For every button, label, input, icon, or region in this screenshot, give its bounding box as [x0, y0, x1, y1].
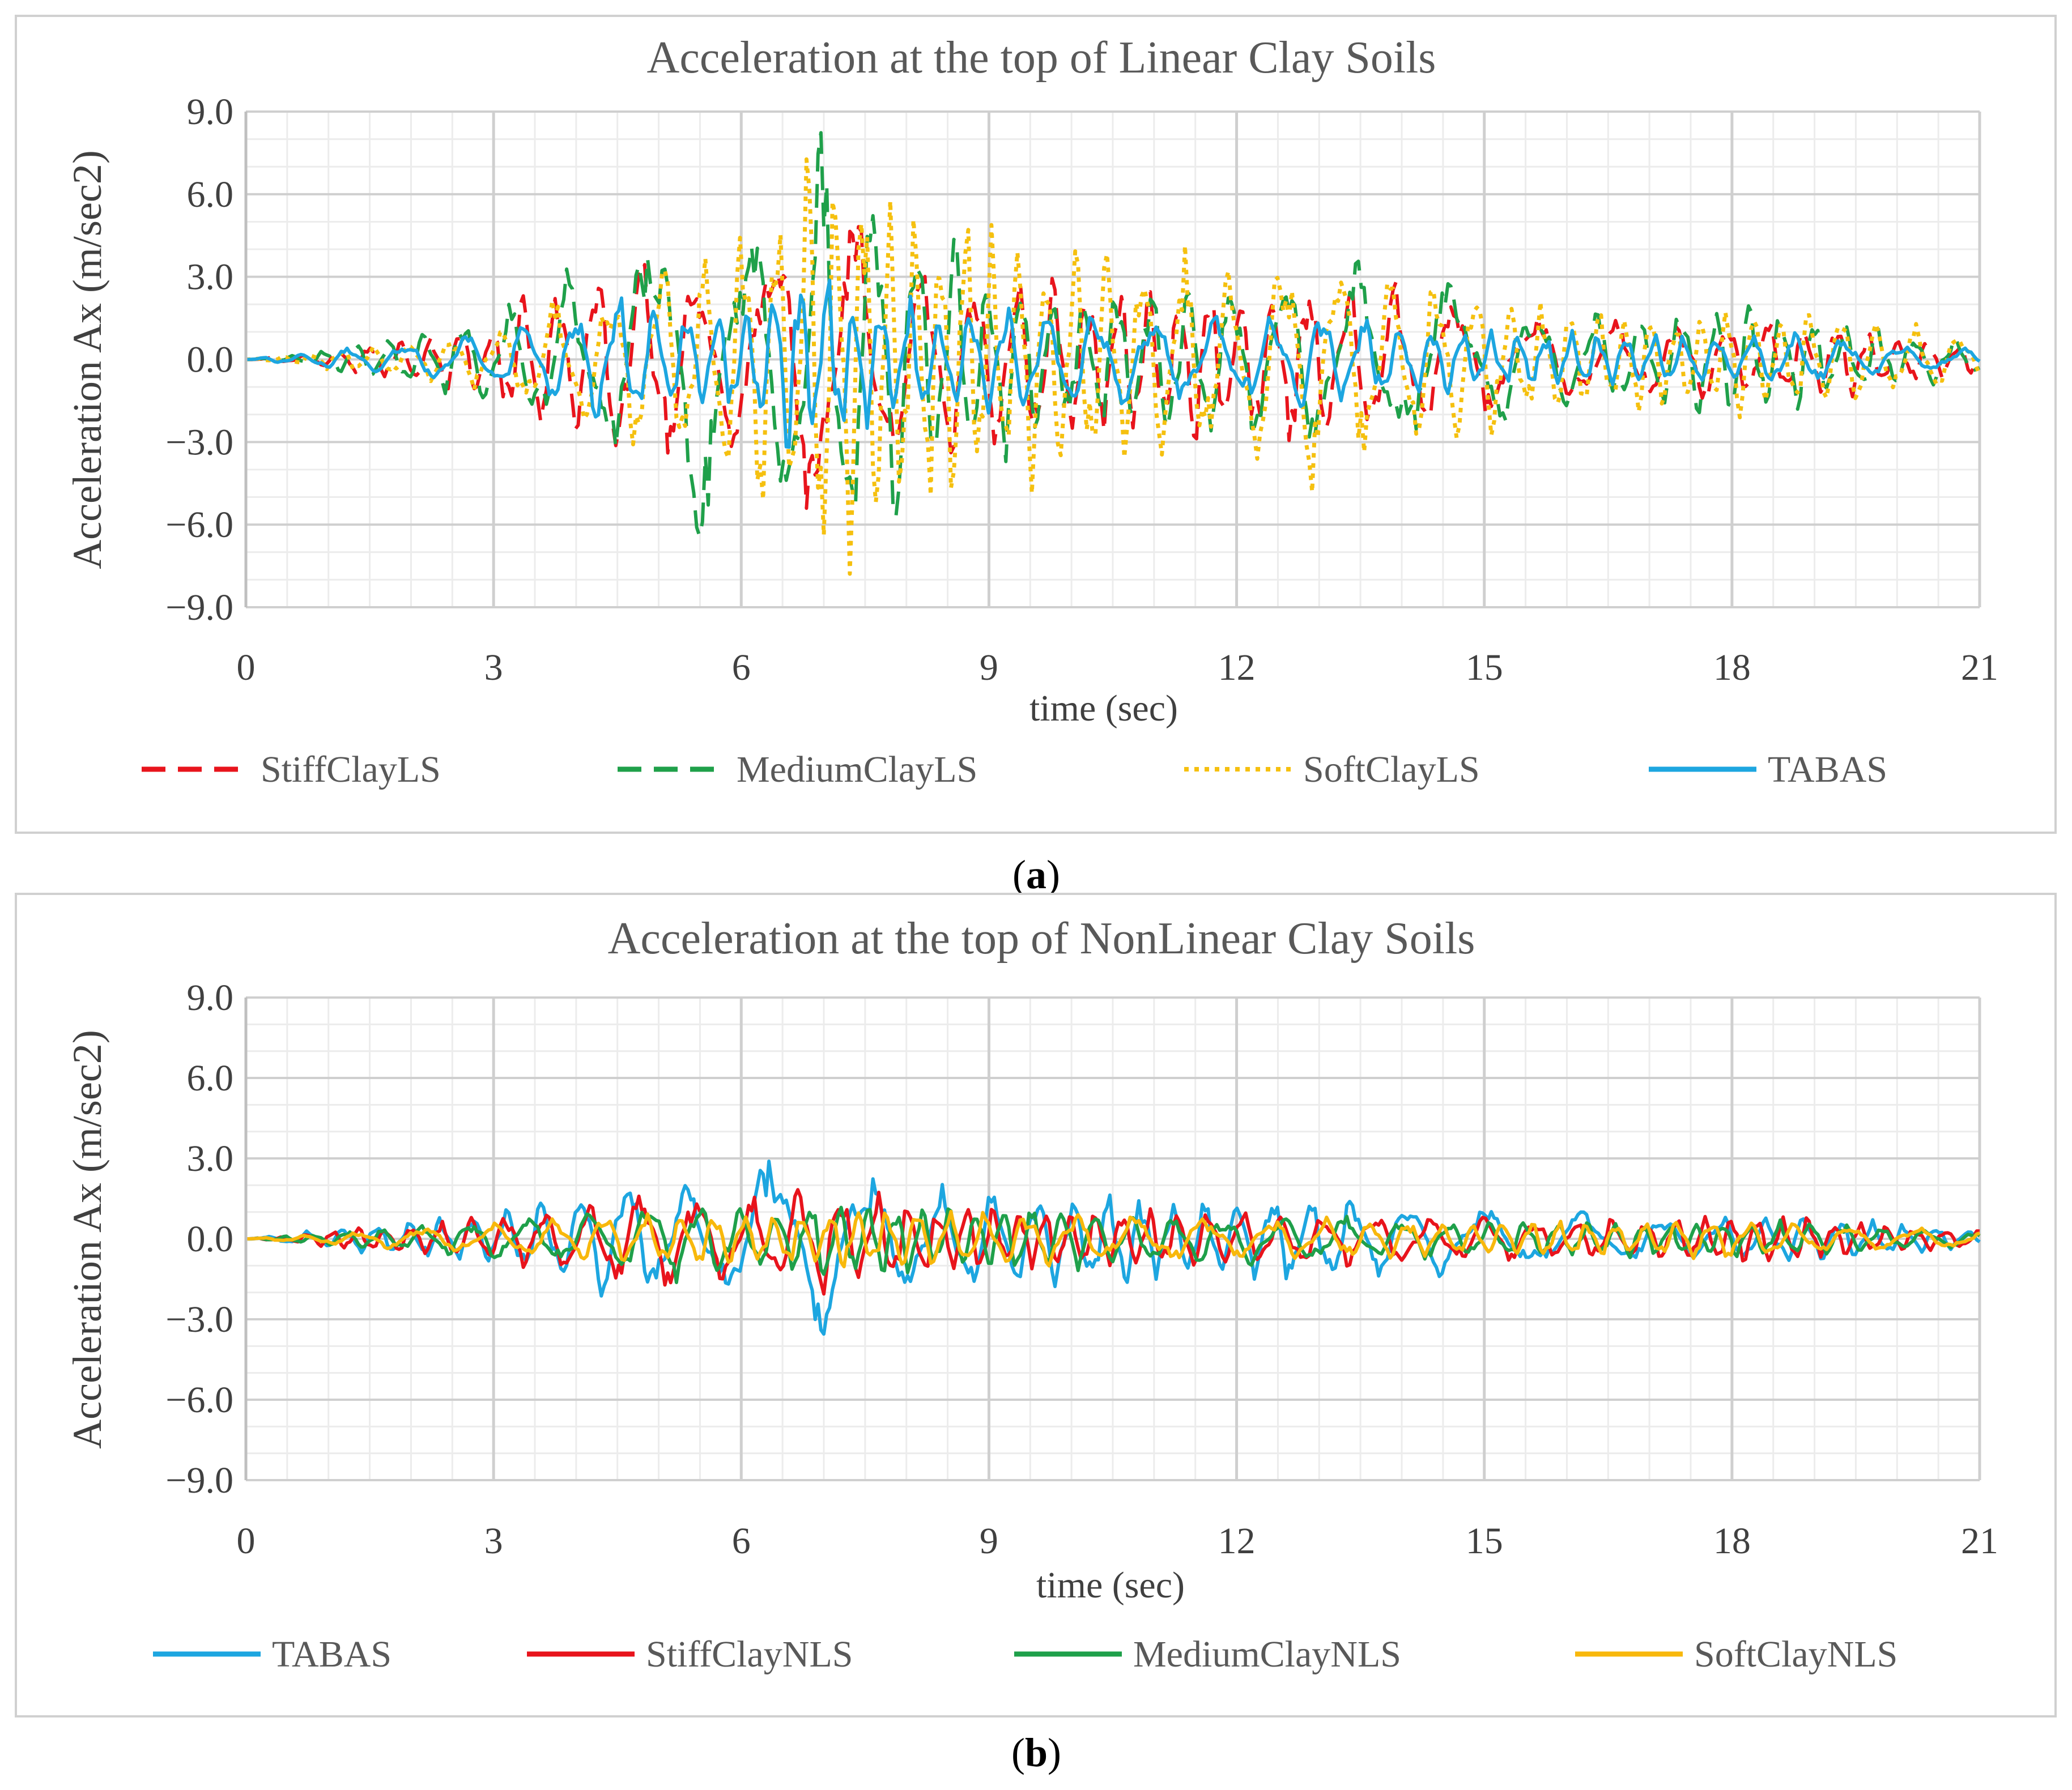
axes: 0 3 6 9 12 15 18 21 9.0 6.0 3.0 0.0 −3.0 −6.0 −9.0 [165, 91, 1998, 688]
y-axis-title: Acceleration Ax (m/sec2) [65, 150, 110, 569]
series-line-TABAS [245, 278, 1981, 449]
series-lines [245, 131, 1982, 576]
x-tick-label: 21 [1961, 647, 1998, 688]
legend-label: MediumClayLS [737, 749, 977, 790]
x-axis-title: time (sec) [1036, 1565, 1185, 1606]
x-tick-label: 15 [1466, 647, 1503, 688]
x-tick-label: 12 [1218, 647, 1256, 688]
chart-frame [15, 893, 2057, 1717]
x-tick-label: 9 [980, 647, 998, 688]
panel-caption-b: (b) [1011, 1730, 1061, 1775]
legend-label: TABAS [272, 1634, 392, 1675]
x-tick-label: 12 [1218, 1520, 1256, 1562]
chart-panel-nonlinear: Acceleration at the top of NonLinear Cla… [15, 893, 2057, 1717]
series-line-MediumClayNLS [246, 1205, 1981, 1284]
legend-label: TABAS [1768, 749, 1887, 790]
legend-label: SoftClayNLS [1694, 1634, 1897, 1675]
chart-title: Acceleration at the top of Linear Clay S… [647, 33, 1436, 83]
x-tick-label: 0 [237, 647, 256, 688]
series-line-MediumClayLS [245, 131, 1981, 538]
legend: TABAS StiffClayNLS MediumClayNLS SoftClayNL… [153, 1634, 1897, 1675]
caption-letter-b: b [1025, 1730, 1048, 1775]
y-tick-label: 9.0 [187, 977, 234, 1018]
y-tick-label: −6.0 [165, 1379, 233, 1421]
x-tick-label: 0 [237, 1520, 256, 1562]
legend-label: SoftClayLS [1303, 749, 1480, 790]
legend-label: StiffClayNLS [646, 1634, 853, 1675]
y-tick-label: −6.0 [165, 504, 233, 545]
chart-title: Acceleration at the top of NonLinear Cla… [608, 914, 1475, 964]
y-axis-title: Acceleration Ax (m/sec2) [65, 1030, 110, 1449]
y-tick-label: 6.0 [187, 174, 234, 215]
y-tick-label: −9.0 [165, 587, 233, 628]
x-tick-label: 6 [732, 647, 751, 688]
x-tick-label: 18 [1713, 1520, 1751, 1562]
y-tick-label: 6.0 [187, 1058, 234, 1099]
y-tick-label: −3.0 [165, 421, 233, 463]
x-tick-label: 6 [732, 1520, 751, 1562]
chart-panel-linear: Acceleration at the top of Linear Clay S… [15, 15, 2057, 834]
legend: StiffClayLS MediumClayLS SoftClayLS TABAS [142, 749, 1887, 790]
y-tick-label: −9.0 [165, 1460, 233, 1501]
x-tick-label: 3 [484, 647, 503, 688]
y-tick-label: 3.0 [187, 257, 234, 298]
panel-caption-a: (a) [1012, 852, 1060, 897]
x-tick-label: 21 [1961, 1520, 1998, 1562]
series-line-SoftClayNLS [246, 1209, 1980, 1269]
caption-letter-a: a [1026, 852, 1046, 897]
x-tick-label: 15 [1466, 1520, 1503, 1562]
y-tick-label: 0.0 [187, 339, 234, 381]
y-tick-label: 9.0 [187, 91, 234, 133]
series-line-SoftClayLS [246, 157, 1982, 576]
x-tick-label: 9 [980, 1520, 998, 1562]
y-tick-label: −3.0 [165, 1299, 233, 1340]
y-tick-label: 0.0 [187, 1218, 234, 1260]
axes: 0 3 6 9 12 15 18 21 9.0 6.0 3.0 0.0 −3.0 −6.0 −9.0 [165, 977, 1998, 1562]
x-axis-title: time (sec) [1029, 688, 1178, 729]
x-tick-label: 18 [1713, 647, 1751, 688]
series-lines [245, 1160, 1981, 1336]
legend-label: StiffClayLS [261, 749, 441, 790]
y-tick-label: 3.0 [187, 1138, 234, 1179]
legend-label: MediumClayNLS [1133, 1634, 1401, 1675]
x-tick-label: 3 [484, 1520, 503, 1562]
